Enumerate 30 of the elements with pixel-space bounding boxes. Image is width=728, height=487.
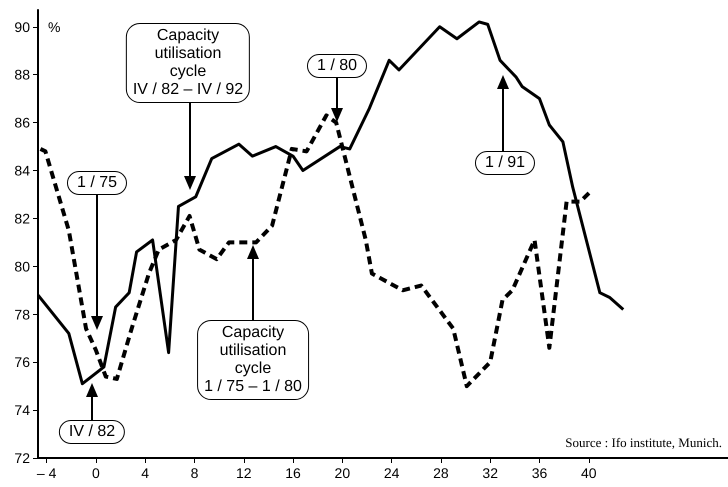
x-tick-label: – 4 — [36, 465, 57, 481]
annotation: 1 / 91 — [474, 151, 536, 175]
annotation: Source : Ifo institute, Munich. — [565, 435, 722, 451]
y-tick-label: 86 — [14, 114, 30, 131]
y-tick-label: 78 — [14, 306, 30, 322]
y-tick-label: 72 — [14, 450, 30, 466]
x-tick-label: 28 — [433, 465, 449, 481]
annotation: Capacity utilisation cycle 1 / 75 – 1 / 80 — [197, 320, 309, 400]
y-tick-label: 88 — [14, 66, 30, 83]
y-tick-label: 80 — [14, 258, 30, 274]
y-tick-label: 90 — [14, 18, 30, 35]
annotation: 1 / 75 — [66, 171, 128, 195]
x-tick-label: 36 — [532, 465, 548, 481]
x-tick-label: 24 — [384, 465, 400, 481]
x-tick-label: 32 — [482, 465, 498, 481]
x-tick-label: 8 — [190, 465, 199, 481]
x-tick-label: 0 — [92, 465, 100, 481]
x-tick-label: 40 — [580, 465, 597, 481]
y-tick-label: 84 — [14, 162, 30, 179]
annotation: IV / 82 — [58, 420, 126, 444]
annotation: Capacity utilisation cycle IV / 82 – IV / 92 — [126, 23, 250, 103]
y-tick-label: 74 — [14, 402, 30, 418]
y-tick-label: 76 — [14, 354, 30, 370]
y-tick-label: 82 — [14, 210, 30, 226]
x-tick-label: 16 — [285, 465, 302, 481]
x-tick-label: 4 — [141, 465, 150, 481]
annotation: 1 / 80 — [306, 54, 368, 78]
x-tick-label: 12 — [236, 465, 252, 481]
x-tick-label: 20 — [334, 465, 350, 481]
y-axis-title: % — [48, 19, 60, 35]
